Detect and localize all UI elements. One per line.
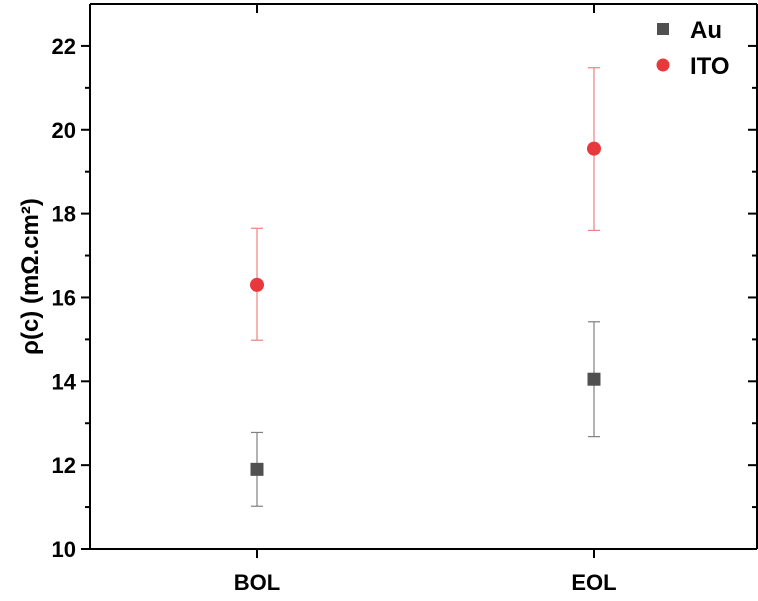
x-axis: BOL EOL [234,4,617,595]
legend: Au ITO [656,17,730,80]
y-tick-label: 20 [52,118,76,143]
y-axis-title: ρ(c) (mΩ.cm²) [17,198,44,355]
y-tick-label: 22 [52,34,76,59]
y-tick-label: 16 [52,285,76,310]
legend-marker-circle [656,58,670,72]
legend-label: ITO [690,53,730,80]
y-tick-label: 14 [52,369,77,394]
data-point-circle [250,277,264,292]
legend-marker-square [657,23,669,35]
y-tick-label: 12 [52,453,76,478]
data-point-circle [587,141,601,156]
y-axis: 10 12 14 16 18 20 22 [52,34,757,562]
x-tick-label: BOL [234,570,280,595]
data-point-square [250,462,264,476]
series-layer [250,67,601,507]
y-tick-label: 10 [52,537,76,562]
data-point-square [587,372,601,386]
series-au [250,321,601,507]
legend-label: Au [690,17,722,44]
series-ito [250,67,601,341]
y-tick-label: 18 [52,202,76,227]
plot-frame [89,3,758,550]
x-tick-label: EOL [571,570,616,595]
